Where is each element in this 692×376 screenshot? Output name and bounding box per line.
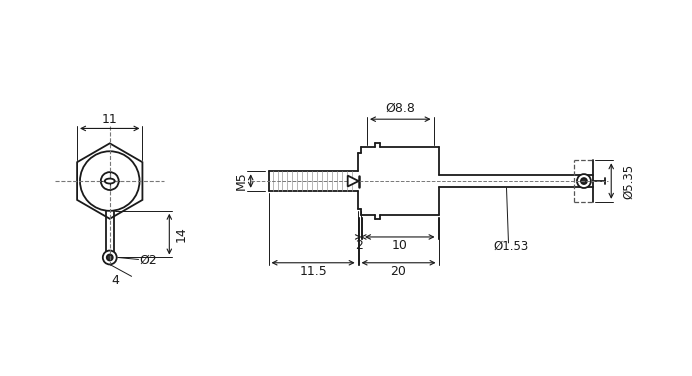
Polygon shape [77,143,143,219]
Text: 20: 20 [390,265,406,278]
Text: 11.5: 11.5 [299,265,327,278]
Circle shape [101,172,119,190]
Text: Ø1.53: Ø1.53 [494,240,529,252]
Text: 14: 14 [174,226,188,242]
Text: Ø8.8: Ø8.8 [385,102,415,115]
Text: Ø2: Ø2 [140,254,157,267]
Ellipse shape [104,179,115,183]
Text: Ø5.35: Ø5.35 [623,164,635,199]
Circle shape [107,255,113,261]
Text: 10: 10 [392,240,408,252]
Text: 2: 2 [356,240,363,252]
Circle shape [577,174,591,188]
Polygon shape [347,176,358,186]
Text: M5: M5 [235,172,247,190]
Circle shape [80,151,140,211]
Text: 4: 4 [112,274,120,287]
Circle shape [103,250,117,264]
Text: 11: 11 [102,113,118,126]
Circle shape [581,178,587,184]
